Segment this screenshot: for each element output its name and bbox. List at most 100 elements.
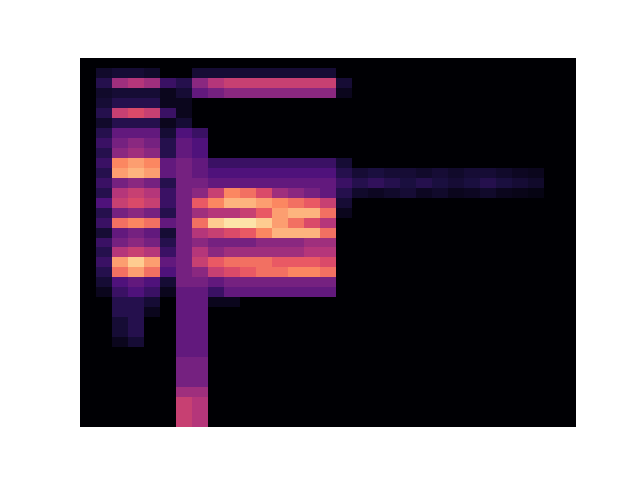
- heatmap-cell: [272, 407, 289, 418]
- heatmap-cell: [240, 88, 257, 99]
- heatmap-cell: [368, 297, 385, 308]
- heatmap-cell: [416, 238, 433, 249]
- heatmap-cell: [256, 118, 273, 129]
- heatmap-cell: [176, 297, 193, 308]
- heatmap-cell: [272, 158, 289, 169]
- heatmap-cell: [208, 118, 225, 129]
- heatmap-cell: [288, 208, 305, 219]
- heatmap-cell: [192, 377, 209, 388]
- heatmap-cell: [544, 357, 561, 368]
- heatmap-cell: [208, 108, 225, 119]
- heatmap-cell: [544, 208, 561, 219]
- heatmap-cell: [544, 397, 561, 408]
- heatmap-cell: [304, 337, 321, 348]
- heatmap-cell: [224, 327, 241, 338]
- heatmap-cell: [128, 247, 145, 258]
- heatmap-cell: [528, 128, 545, 139]
- heatmap-cell: [352, 347, 369, 358]
- heatmap-cell: [208, 148, 225, 159]
- heatmap-cell: [384, 148, 401, 159]
- heatmap-cell: [192, 138, 209, 149]
- heatmap-cell: [544, 118, 561, 129]
- heatmap-cell: [352, 277, 369, 288]
- heatmap-cell: [432, 148, 449, 159]
- heatmap-cell: [528, 247, 545, 258]
- heatmap-cell: [464, 257, 481, 268]
- heatmap-cell: [352, 68, 369, 79]
- heatmap-cell: [368, 337, 385, 348]
- heatmap-cell: [288, 78, 305, 89]
- heatmap-cell: [224, 397, 241, 408]
- heatmap-cell: [208, 228, 225, 239]
- heatmap-cell: [96, 88, 113, 99]
- heatmap-cell: [304, 128, 321, 139]
- heatmap-cell: [384, 337, 401, 348]
- heatmap-cell: [432, 337, 449, 348]
- heatmap-cell: [416, 148, 433, 159]
- heatmap-cell: [80, 188, 97, 199]
- heatmap-cell: [192, 307, 209, 318]
- heatmap-cell: [96, 357, 113, 368]
- heatmap-cell: [336, 377, 353, 388]
- heatmap-cell: [336, 58, 353, 69]
- heatmap-cell: [112, 297, 129, 308]
- heatmap-cell: [560, 158, 576, 169]
- heatmap-cell: [80, 327, 97, 338]
- heatmap-cell: [384, 188, 401, 199]
- heatmap-cell: [144, 98, 161, 109]
- heatmap-cell: [480, 158, 497, 169]
- heatmap-cell: [496, 178, 513, 189]
- heatmap-cell: [160, 138, 177, 149]
- heatmap-cell: [224, 347, 241, 358]
- heatmap-cell: [128, 387, 145, 398]
- heatmap-cell: [240, 367, 257, 378]
- heatmap-cell: [464, 138, 481, 149]
- heatmap-cell: [496, 257, 513, 268]
- heatmap-cell: [240, 397, 257, 408]
- heatmap-cell: [560, 188, 576, 199]
- heatmap-cell: [96, 68, 113, 79]
- heatmap-cell: [416, 188, 433, 199]
- heatmap-cell: [112, 188, 129, 199]
- heatmap-cell: [544, 387, 561, 398]
- heatmap-cell: [352, 118, 369, 129]
- heatmap-cell: [560, 377, 576, 388]
- heatmap-cell: [544, 337, 561, 348]
- heatmap-cell: [80, 98, 97, 109]
- heatmap-cell: [320, 337, 337, 348]
- heatmap-cell: [304, 267, 321, 278]
- heatmap-cell: [112, 247, 129, 258]
- heatmap-cell: [560, 367, 576, 378]
- heatmap-cell: [256, 267, 273, 278]
- heatmap-cell: [128, 397, 145, 408]
- heatmap-cell: [128, 357, 145, 368]
- heatmap-cell: [528, 178, 545, 189]
- heatmap-cell: [128, 367, 145, 378]
- heatmap-cell: [448, 397, 465, 408]
- heatmap-cell: [144, 188, 161, 199]
- heatmap-cell: [464, 68, 481, 79]
- heatmap-cell: [112, 138, 129, 149]
- heatmap-cell: [496, 88, 513, 99]
- heatmap-cell: [480, 228, 497, 239]
- heatmap-cell: [368, 138, 385, 149]
- heatmap-cell: [384, 387, 401, 398]
- heatmap-cell: [208, 168, 225, 179]
- heatmap-cell: [224, 297, 241, 308]
- heatmap-cell: [336, 168, 353, 179]
- heatmap-cell: [496, 238, 513, 249]
- heatmap-cell: [528, 228, 545, 239]
- heatmap-cell: [128, 88, 145, 99]
- heatmap-cell: [464, 327, 481, 338]
- heatmap-cell: [320, 367, 337, 378]
- heatmap-cell: [176, 148, 193, 159]
- heatmap-cell: [128, 347, 145, 358]
- heatmap-cell: [464, 168, 481, 179]
- heatmap-cell: [192, 347, 209, 358]
- heatmap-cell: [528, 307, 545, 318]
- heatmap-cell: [128, 168, 145, 179]
- heatmap-cell: [288, 98, 305, 109]
- heatmap-cell: [336, 277, 353, 288]
- heatmap-cell: [512, 247, 529, 258]
- heatmap-cell: [432, 138, 449, 149]
